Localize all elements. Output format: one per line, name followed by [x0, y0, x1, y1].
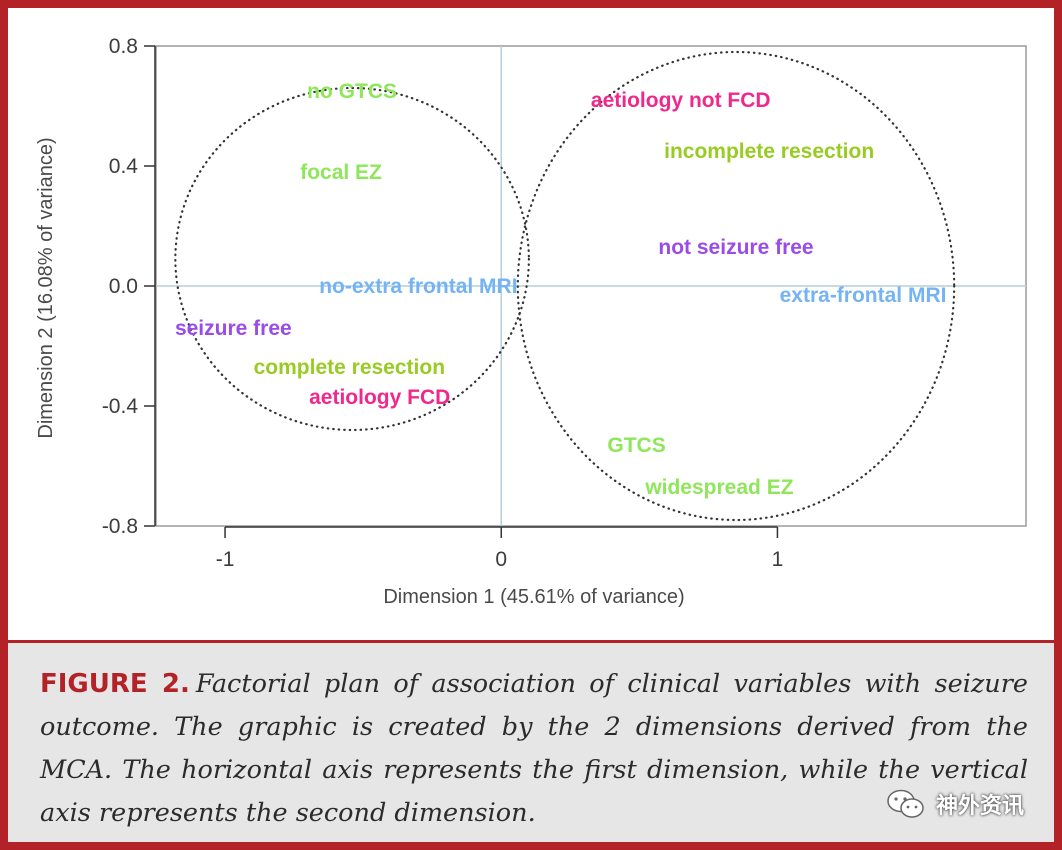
y-tick-label: -0.8: [102, 515, 138, 538]
x-tick-label: 1: [772, 548, 784, 571]
y-axis-title: Dimension 2 (16.08% of variance): [35, 137, 57, 438]
point-label: extra-frontal MRI: [780, 284, 947, 307]
point-label: complete resection: [254, 356, 445, 379]
point-label: incomplete resection: [664, 140, 874, 163]
x-tick-label: 0: [495, 548, 507, 571]
x-axis-title: Dimension 1 (45.61% of variance): [383, 586, 684, 608]
cluster-ellipse-2: [516, 50, 956, 522]
point-label: no-extra frontal MRI: [319, 275, 517, 298]
point-label: aetiology not FCD: [591, 89, 771, 112]
y-tick-label: 0.0: [109, 275, 138, 298]
caption-text: Factorial plan of association of clinica…: [40, 669, 1028, 828]
wechat-icon: [887, 789, 924, 818]
point-label: GTCS: [607, 434, 665, 457]
point-label: widespread EZ: [644, 476, 793, 499]
point-label: seizure free: [175, 317, 292, 340]
point-label: no GTCS: [307, 80, 397, 103]
y-tick-label: -0.4: [102, 395, 139, 418]
figure-label: FIGURE 2.: [40, 669, 190, 699]
y-tick-label: 0.8: [109, 35, 138, 58]
figure-caption: FIGURE 2. Factorial plan of association o…: [40, 663, 1028, 835]
plot-area: 0.8 0.4 0.0 -0.4 -0.8 -1 0 1 no GTCS focal EZ no…: [8, 8, 1054, 636]
caption-box: FIGURE 2. Factorial plan of association o…: [8, 640, 1054, 842]
y-tick-label: 0.4: [109, 155, 139, 178]
scatter-chart: 0.8 0.4 0.0 -0.4 -0.8 -1 0 1 no GTCS focal EZ no…: [35, 35, 1027, 608]
watermark-text: 神外资讯: [935, 794, 1024, 819]
x-tick-label: -1: [216, 548, 235, 571]
watermark: 神外资讯: [886, 788, 1024, 820]
point-label: aetiology FCD: [309, 386, 450, 409]
point-label: focal EZ: [300, 161, 382, 184]
cluster-ellipse-1: [174, 86, 530, 432]
point-label: not seizure free: [658, 236, 813, 259]
